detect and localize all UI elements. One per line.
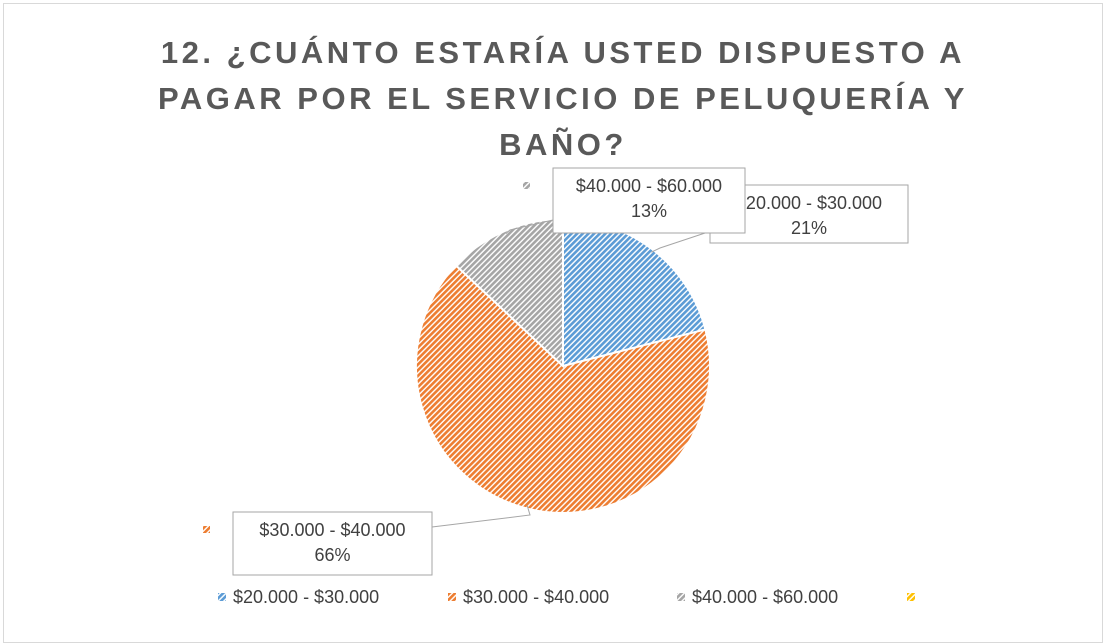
data-label-key (523, 182, 530, 189)
chart-title: 12. ¿CUÁNTO ESTARÍA USTED DISPUESTO A PA… (158, 35, 968, 162)
legend-key (677, 593, 685, 601)
legend-label: $40.000 - $60.000 (692, 587, 838, 607)
data-label-value: 66% (314, 545, 350, 565)
pie-slice (415, 263, 711, 514)
legend-label: $30.000 - $40.000 (463, 587, 609, 607)
data-label-box (552, 167, 746, 234)
legend-key (907, 593, 915, 601)
chart: $20.000 - $30.000 21% $40.000 - $60.000 13%… (203, 167, 915, 607)
leader-line (431, 505, 531, 528)
data-label-value: 13% (631, 201, 667, 221)
data-label-key (203, 526, 210, 533)
data-label-category: $30.000 - $40.000 (259, 520, 405, 540)
data-label-box (232, 511, 433, 576)
legend-key (218, 593, 226, 601)
page: 12. ¿CUÁNTO ESTARÍA USTED DISPUESTO A PA… (3, 3, 1103, 643)
legend-key (448, 593, 456, 601)
data-label-category: $40.000 - $60.000 (576, 176, 722, 196)
data-label-value: 21% (791, 218, 827, 238)
leader-line (651, 230, 711, 253)
legend-label: $20.000 - $30.000 (233, 587, 379, 607)
leader-line (505, 219, 554, 235)
data-label-category: $20.000 - $30.000 (736, 193, 882, 213)
